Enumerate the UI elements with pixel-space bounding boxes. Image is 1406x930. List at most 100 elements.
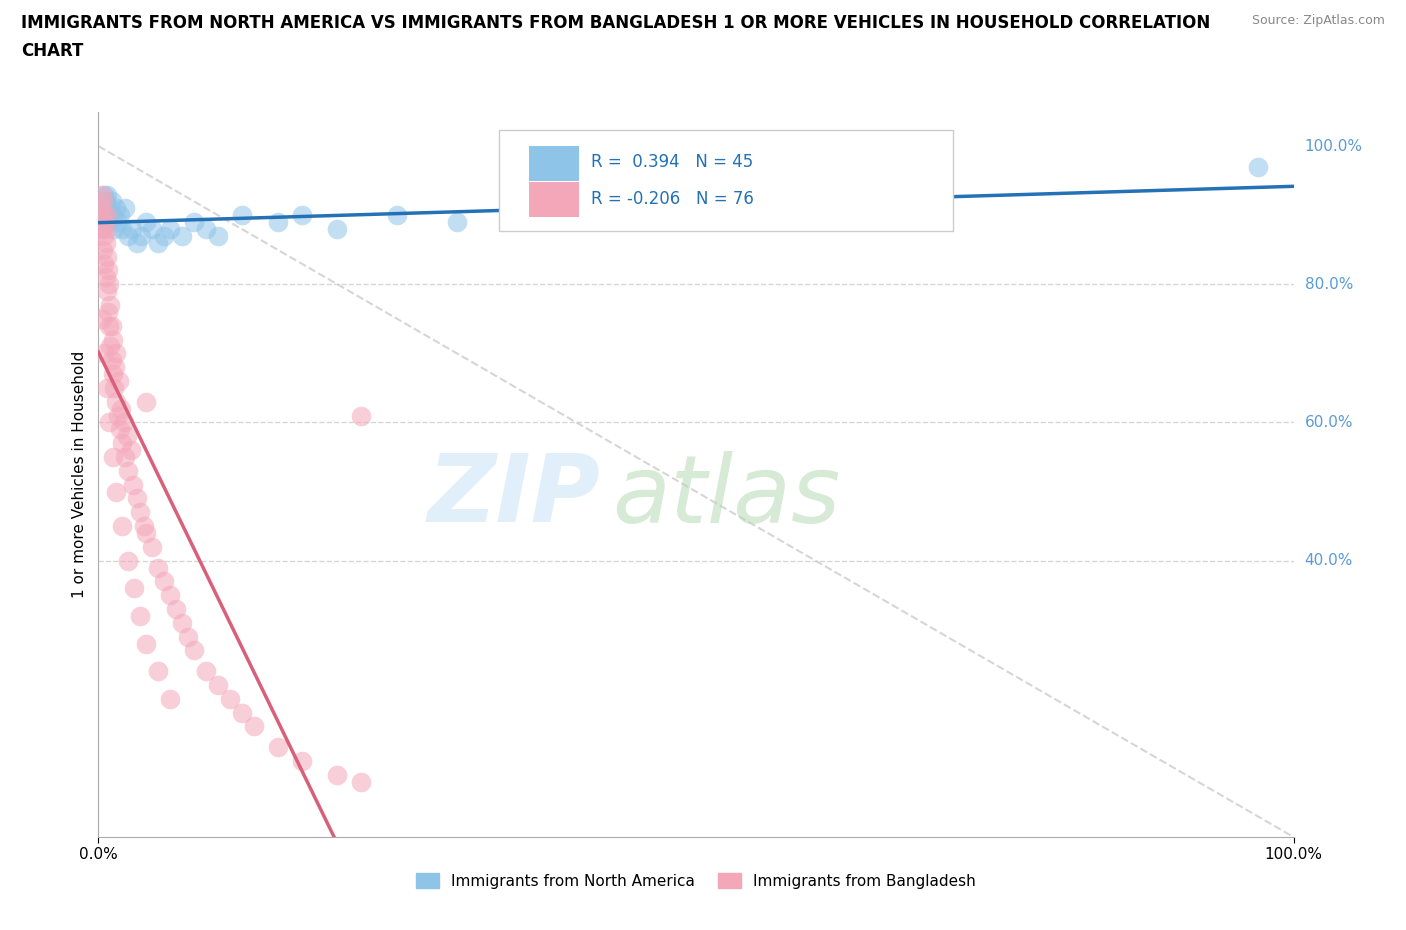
Point xyxy=(103,221,125,236)
Point xyxy=(93,207,115,222)
Point xyxy=(101,207,124,222)
Point xyxy=(207,229,229,244)
Point xyxy=(93,229,115,244)
Point xyxy=(267,739,290,754)
Point xyxy=(101,366,124,381)
Point xyxy=(100,352,122,367)
Point xyxy=(122,477,145,492)
Point xyxy=(98,339,122,354)
Point xyxy=(153,574,176,589)
FancyBboxPatch shape xyxy=(529,182,579,217)
Point xyxy=(93,187,115,202)
Point xyxy=(105,394,128,409)
Point xyxy=(135,394,157,409)
Point xyxy=(111,221,134,236)
Text: 60.0%: 60.0% xyxy=(1305,415,1353,430)
Point xyxy=(101,332,124,347)
Point xyxy=(93,215,115,230)
Point xyxy=(100,194,122,209)
Point xyxy=(745,194,768,209)
Point xyxy=(153,229,176,244)
Point xyxy=(326,767,349,782)
Point xyxy=(91,221,114,236)
Point xyxy=(172,229,194,244)
Point xyxy=(120,443,142,458)
Point xyxy=(98,201,122,216)
Point xyxy=(98,318,121,333)
Point xyxy=(104,360,127,375)
Point xyxy=(103,380,125,395)
Point xyxy=(115,429,138,444)
Point xyxy=(107,374,129,389)
Point xyxy=(108,207,131,222)
FancyBboxPatch shape xyxy=(529,146,579,180)
Point xyxy=(231,207,253,222)
Point xyxy=(111,436,134,451)
Point xyxy=(114,449,136,464)
Point xyxy=(111,519,134,534)
Point xyxy=(565,207,588,222)
Point xyxy=(107,215,129,230)
Point xyxy=(107,408,129,423)
Text: 80.0%: 80.0% xyxy=(1305,277,1353,292)
Point xyxy=(165,602,187,617)
Point xyxy=(125,235,148,250)
Point xyxy=(90,201,112,216)
Y-axis label: 1 or more Vehicles in Household: 1 or more Vehicles in Household xyxy=(72,351,87,598)
Point xyxy=(350,775,373,790)
Point xyxy=(172,616,194,631)
Point xyxy=(96,187,118,202)
Point xyxy=(804,187,827,202)
Point xyxy=(97,215,120,230)
Point xyxy=(183,215,205,230)
Point xyxy=(195,664,218,679)
Point xyxy=(105,485,128,499)
Point xyxy=(94,270,117,285)
Point xyxy=(159,221,181,236)
Point xyxy=(117,229,139,244)
Point xyxy=(96,249,118,264)
Text: 40.0%: 40.0% xyxy=(1305,553,1353,568)
Text: CHART: CHART xyxy=(21,42,83,60)
Point xyxy=(183,643,205,658)
Point xyxy=(243,719,266,734)
Point xyxy=(98,207,121,222)
Point xyxy=(159,588,181,603)
Point xyxy=(98,277,121,292)
Point xyxy=(96,207,118,222)
Point xyxy=(1247,159,1270,174)
Point xyxy=(93,256,115,271)
Point xyxy=(267,215,290,230)
Point xyxy=(219,691,242,706)
Point xyxy=(96,380,118,395)
Point xyxy=(148,560,170,575)
Point xyxy=(105,201,128,216)
Point xyxy=(141,539,163,554)
Point xyxy=(100,318,122,333)
Text: Source: ZipAtlas.com: Source: ZipAtlas.com xyxy=(1251,14,1385,27)
Point xyxy=(125,491,148,506)
Point xyxy=(93,346,115,361)
Point xyxy=(326,221,349,236)
Point xyxy=(98,298,122,312)
Point xyxy=(97,304,120,319)
Point xyxy=(177,630,200,644)
Point xyxy=(291,207,314,222)
Point xyxy=(105,346,128,361)
Text: ZIP: ZIP xyxy=(427,450,600,542)
Point xyxy=(350,408,373,423)
Point xyxy=(91,221,114,236)
Point xyxy=(91,312,114,326)
Point xyxy=(865,201,887,216)
Point xyxy=(291,753,314,768)
Point xyxy=(98,415,121,430)
Text: IMMIGRANTS FROM NORTH AMERICA VS IMMIGRANTS FROM BANGLADESH 1 OR MORE VEHICLES I: IMMIGRANTS FROM NORTH AMERICA VS IMMIGRA… xyxy=(21,14,1211,32)
Legend: Immigrants from North America, Immigrants from Bangladesh: Immigrants from North America, Immigrant… xyxy=(411,867,981,895)
Point xyxy=(135,636,157,651)
Point xyxy=(94,194,117,209)
Point xyxy=(148,235,170,250)
Point xyxy=(114,201,136,216)
Text: R =  0.394   N = 45: R = 0.394 N = 45 xyxy=(591,153,754,171)
Point xyxy=(195,221,218,236)
Point xyxy=(148,664,170,679)
